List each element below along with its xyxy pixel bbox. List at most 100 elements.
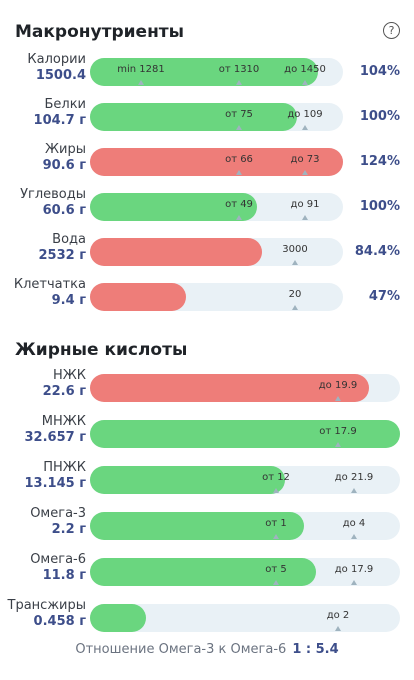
- marker-tick-icon: [292, 260, 298, 265]
- marker-tick-icon: [335, 396, 341, 401]
- nutrient-value: 104.7 г: [33, 113, 86, 128]
- range-marker: до 17.9: [334, 564, 374, 575]
- range-marker: до 1450: [284, 64, 326, 75]
- marker-tick-icon: [273, 488, 279, 493]
- progress-track: от 17.9: [90, 420, 400, 448]
- range-marker: от 5: [265, 564, 287, 575]
- progress-track: от 66 до 73: [90, 148, 343, 176]
- progress-track: min 1281 от 1310 до 1450: [90, 58, 343, 86]
- nutrient-name: Белки: [44, 97, 86, 112]
- progress-track: до 2: [90, 604, 400, 632]
- nutrient-value: 2.2 г: [51, 522, 86, 537]
- nutrient-name: Омега-6: [30, 552, 86, 567]
- marker-tick-icon: [302, 170, 308, 175]
- range-marker: до 21.9: [334, 472, 374, 483]
- fats-title: Жирные кислоты: [15, 340, 188, 360]
- nutrient-row[interactable]: Углеводы 60.6 г от 49 до 91 100%: [0, 185, 414, 229]
- range-marker: до 91: [290, 199, 320, 210]
- percent-value: 100%: [359, 109, 400, 124]
- nutrient-row[interactable]: Омега-3 2.2 г от 1 до 4: [0, 504, 414, 548]
- range-marker: от 1310: [218, 64, 260, 75]
- range-marker: до 109: [287, 109, 323, 120]
- marker-tick-icon: [351, 534, 357, 539]
- omega-ratio-label: Отношение Омега-3 к Омега-6: [75, 642, 287, 657]
- nutrient-row[interactable]: МНЖК 32.657 г от 17.9: [0, 412, 414, 456]
- nutrient-name: Углеводы: [20, 187, 86, 202]
- percent-value: 104%: [359, 64, 400, 79]
- marker-tick-icon: [273, 580, 279, 585]
- range-marker: от 12: [262, 472, 290, 483]
- nutrient-row[interactable]: Жиры 90.6 г от 66 до 73 124%: [0, 140, 414, 184]
- progress-fill: [90, 374, 369, 402]
- percent-value: 124%: [359, 154, 400, 169]
- nutrient-value: 2532 г: [38, 248, 87, 263]
- progress-track: до 19.9: [90, 374, 400, 402]
- range-marker: от 49: [225, 199, 253, 210]
- marker-tick-icon: [138, 80, 144, 85]
- range-marker: 20: [288, 289, 302, 300]
- progress-fill: [90, 193, 257, 221]
- nutrient-row[interactable]: Клетчатка 9.4 г 20 47%: [0, 275, 414, 319]
- percent-value: 84.4%: [354, 244, 400, 259]
- progress-track: от 5 до 17.9: [90, 558, 400, 586]
- marker-tick-icon: [351, 488, 357, 493]
- range-marker: от 66: [225, 154, 253, 165]
- nutrient-value: 1500.4: [35, 68, 86, 83]
- nutrient-row[interactable]: Белки 104.7 г от 75 до 109 100%: [0, 95, 414, 139]
- nutrient-row[interactable]: Вода 2532 г 3000 84.4%: [0, 230, 414, 274]
- range-marker: до 4: [342, 518, 366, 529]
- range-marker: до 19.9: [318, 380, 358, 391]
- percent-value: 47%: [368, 289, 400, 304]
- nutrient-row[interactable]: Калории 1500.4 min 1281 от 1310 до 1450 104%: [0, 50, 414, 94]
- range-marker: от 17.9: [319, 426, 357, 437]
- nutrient-name: НЖК: [52, 368, 86, 383]
- range-marker: до 73: [290, 154, 320, 165]
- nutrient-row[interactable]: НЖК 22.6 г до 19.9: [0, 366, 414, 410]
- progress-track: от 75 до 109: [90, 103, 343, 131]
- range-marker: от 75: [225, 109, 253, 120]
- range-marker: min 1281: [117, 64, 165, 75]
- marker-tick-icon: [236, 170, 242, 175]
- marker-tick-icon: [236, 215, 242, 220]
- nutrient-name: МНЖК: [41, 414, 86, 429]
- progress-fill: [90, 604, 146, 632]
- marker-tick-icon: [302, 125, 308, 130]
- nutrient-value: 90.6 г: [42, 158, 86, 173]
- marker-tick-icon: [351, 580, 357, 585]
- progress-fill: [90, 420, 400, 448]
- nutrient-value: 32.657 г: [24, 430, 86, 445]
- progress-fill: [90, 148, 343, 176]
- marker-tick-icon: [302, 80, 308, 85]
- progress-fill: [90, 238, 262, 266]
- nutrient-value: 11.8 г: [42, 568, 86, 583]
- nutrient-name: Вода: [52, 232, 86, 247]
- marker-tick-icon: [236, 125, 242, 130]
- marker-tick-icon: [302, 215, 308, 220]
- progress-fill: [90, 58, 318, 86]
- marker-tick-icon: [273, 534, 279, 539]
- nutrient-row[interactable]: Омега-6 11.8 г от 5 до 17.9: [0, 550, 414, 594]
- progress-track: от 12 до 21.9: [90, 466, 400, 494]
- nutrient-row[interactable]: ПНЖК 13.145 г от 12 до 21.9: [0, 458, 414, 502]
- nutrient-name: Калории: [27, 52, 86, 67]
- marker-tick-icon: [335, 626, 341, 631]
- macros-title: Макронутриенты: [15, 22, 185, 42]
- progress-fill: [90, 512, 304, 540]
- nutrient-name: Жиры: [45, 142, 86, 157]
- nutrient-name: Клетчатка: [13, 277, 86, 292]
- marker-tick-icon: [236, 80, 242, 85]
- nutrient-value: 22.6 г: [42, 384, 86, 399]
- nutrient-name: ПНЖК: [43, 460, 86, 475]
- progress-fill: [90, 103, 297, 131]
- progress-track: 3000: [90, 238, 343, 266]
- progress-track: от 49 до 91: [90, 193, 343, 221]
- nutrient-value: 60.6 г: [42, 203, 86, 218]
- help-icon[interactable]: ?: [383, 22, 400, 39]
- progress-track: от 1 до 4: [90, 512, 400, 540]
- progress-fill: [90, 283, 186, 311]
- range-marker: 3000: [282, 244, 308, 255]
- marker-tick-icon: [335, 442, 341, 447]
- nutrient-name: Трансжиры: [7, 598, 86, 613]
- nutrient-row[interactable]: Трансжиры 0.458 г до 2: [0, 596, 414, 640]
